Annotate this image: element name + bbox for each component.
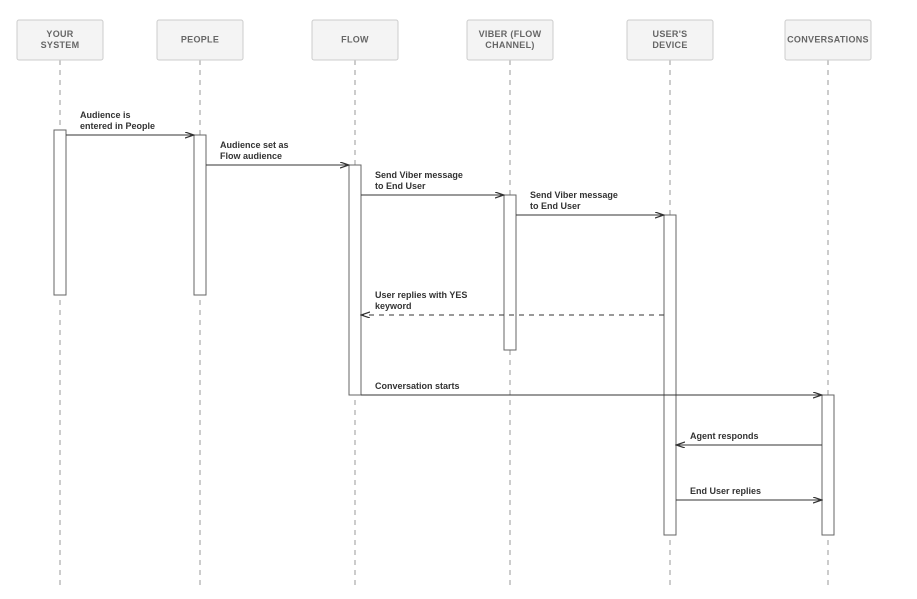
message-label: Agent responds xyxy=(690,431,759,441)
participant-label: PEOPLE xyxy=(181,34,219,44)
activation-flow xyxy=(349,165,361,395)
activation-your-system xyxy=(54,130,66,295)
message-m1: Audience isentered in People xyxy=(66,110,194,135)
participant-label: DEVICE xyxy=(652,40,687,50)
participant-label: VIBER (FLOW xyxy=(479,29,542,39)
participant-label: YOUR xyxy=(46,29,73,39)
message-m3: Send Viber messageto End User xyxy=(361,170,504,195)
message-m6: Conversation starts xyxy=(361,381,822,395)
message-label: Conversation starts xyxy=(375,381,460,391)
message-label: to End User xyxy=(530,201,581,211)
participant-people: PEOPLE xyxy=(157,20,243,60)
participant-label: CONVERSATIONS xyxy=(787,34,869,44)
participant-label: USER'S xyxy=(653,29,688,39)
message-label: Send Viber message xyxy=(530,190,618,200)
participant-label: FLOW xyxy=(341,34,369,44)
participant-flow: FLOW xyxy=(312,20,398,60)
participant-label: SYSTEM xyxy=(41,40,80,50)
message-m4: Send Viber messageto End User xyxy=(516,190,664,215)
activation-viber xyxy=(504,195,516,350)
activation-conversations xyxy=(822,395,834,535)
activation-device xyxy=(664,215,676,535)
message-m2: Audience set asFlow audience xyxy=(206,140,349,165)
activation-people xyxy=(194,135,206,295)
message-label: End User replies xyxy=(690,486,761,496)
message-label: keyword xyxy=(375,301,412,311)
message-label: Audience set as xyxy=(220,140,289,150)
message-label: Send Viber message xyxy=(375,170,463,180)
message-label: Flow audience xyxy=(220,151,282,161)
sequence-diagram: YOURSYSTEM PEOPLE FLOW VIBER (FLOWCHANNEL) U… xyxy=(0,0,917,599)
participant-your-system: YOURSYSTEM xyxy=(17,20,103,60)
participant-viber: VIBER (FLOWCHANNEL) xyxy=(467,20,553,60)
participant-conversations: CONVERSATIONS xyxy=(785,20,871,60)
message-label: to End User xyxy=(375,181,426,191)
message-label: User replies with YES xyxy=(375,290,467,300)
participant-device: USER'SDEVICE xyxy=(627,20,713,60)
participant-label: CHANNEL) xyxy=(485,40,534,50)
message-m7: Agent responds xyxy=(676,431,822,445)
message-label: entered in People xyxy=(80,121,155,131)
message-m8: End User replies xyxy=(676,486,822,500)
message-label: Audience is xyxy=(80,110,131,120)
